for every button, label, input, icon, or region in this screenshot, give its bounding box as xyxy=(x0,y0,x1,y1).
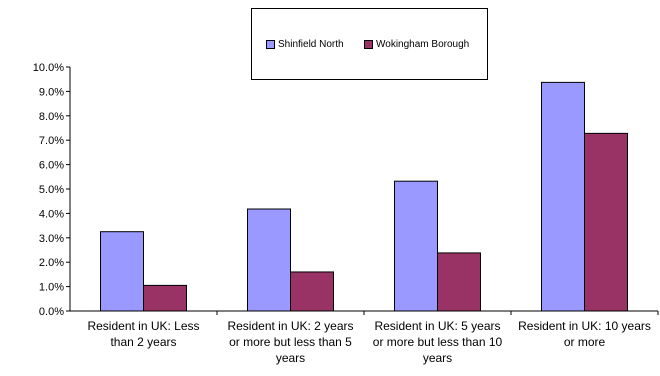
y-tick-label: 1.0% xyxy=(39,282,64,294)
legend-swatch-series-2 xyxy=(364,40,373,49)
y-tick-label: 8.0% xyxy=(39,111,64,123)
category-label-line: Resident in UK: 5 years xyxy=(374,319,500,333)
legend: Shinfield North Wokingham Borough xyxy=(251,8,488,80)
legend-label-series-1: Shinfield North xyxy=(278,39,344,50)
y-tick-label: 3.0% xyxy=(39,233,64,245)
legend-swatch-series-1 xyxy=(266,40,275,49)
y-tick-label: 9.0% xyxy=(39,86,64,98)
y-tick-labels: 0.0% 1.0% 2.0% 3.0% 4.0% 5.0% 6.0% 7.0% 8.0% 9.0%… xyxy=(33,62,64,318)
bar-series-2-category-2 xyxy=(290,271,334,312)
category-label-line: years xyxy=(423,351,452,365)
y-tick-label: 5.0% xyxy=(39,184,64,196)
category-label-line: or more but less than 10 xyxy=(373,335,503,349)
category-label-line: Resident in UK: 10 years xyxy=(518,319,651,333)
y-tick-label: 6.0% xyxy=(39,160,64,172)
y-tick-label: 2.0% xyxy=(39,257,64,269)
bar-series-1-category-2 xyxy=(247,208,291,312)
category-labels: Resident in UK: Less than 2 yearsResident… xyxy=(87,319,650,365)
legend-item-series-2: Wokingham Borough xyxy=(364,39,469,50)
y-tick-label: 10.0% xyxy=(33,62,64,74)
bars xyxy=(100,81,628,312)
category-label-line: or more xyxy=(564,335,606,349)
category-label-1: Resident in UK: Less than 2 years xyxy=(87,319,199,349)
y-tick-label: 7.0% xyxy=(39,135,64,147)
y-tick-label: 4.0% xyxy=(39,208,64,220)
bar-series-2-category-3 xyxy=(437,252,481,312)
bar-series-1-category-3 xyxy=(394,180,438,312)
category-label-3: Resident in UK: 5 years or more but less … xyxy=(373,319,503,365)
category-label-2: Resident in UK: 2 years or more but less … xyxy=(227,319,353,365)
legend-label-series-2: Wokingham Borough xyxy=(376,39,470,50)
bar-series-2-category-4 xyxy=(584,132,628,312)
category-label-4: Resident in UK: 10 years or more xyxy=(518,319,651,349)
bar-series-1-category-4 xyxy=(541,81,585,312)
bar-series-2-category-1 xyxy=(143,284,187,312)
y-tick-label: 0.0% xyxy=(39,306,64,318)
category-label-line: or more but less than 5 xyxy=(229,335,352,349)
category-label-line: Resident in UK: Less xyxy=(87,319,199,333)
category-label-line: than 2 years xyxy=(110,335,176,349)
category-label-line: Resident in UK: 2 years xyxy=(227,319,353,333)
category-label-line: years xyxy=(276,351,305,365)
bar-series-1-category-1 xyxy=(100,231,144,312)
legend-item-series-1: Shinfield North xyxy=(266,39,344,50)
